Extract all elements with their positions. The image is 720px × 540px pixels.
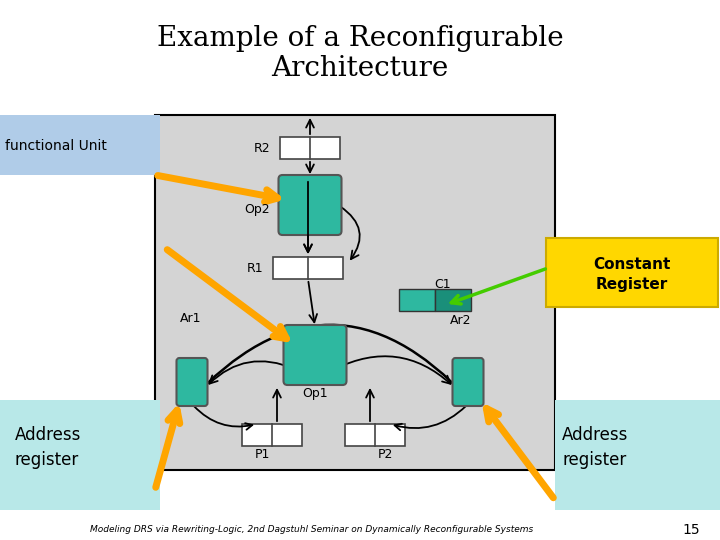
- Text: Address: Address: [562, 426, 629, 444]
- Text: functional Unit: functional Unit: [5, 139, 107, 153]
- Text: Architecture: Architecture: [271, 55, 449, 82]
- Bar: [0, 400, 160, 510]
- FancyBboxPatch shape: [284, 325, 346, 385]
- Bar: [399, 289, 435, 311]
- Text: Ar1: Ar1: [180, 312, 202, 325]
- Text: Op1: Op1: [302, 387, 328, 400]
- FancyBboxPatch shape: [279, 175, 341, 235]
- FancyArrowPatch shape: [336, 356, 451, 384]
- Text: Constant: Constant: [593, 257, 671, 272]
- Text: C1: C1: [435, 279, 451, 292]
- FancyArrowPatch shape: [210, 361, 294, 383]
- Text: Address: Address: [15, 426, 81, 444]
- Text: Op2: Op2: [244, 204, 270, 217]
- FancyArrowPatch shape: [189, 325, 469, 402]
- Text: register: register: [562, 451, 626, 469]
- FancyArrowPatch shape: [341, 206, 360, 259]
- Bar: [0, 115, 160, 175]
- Text: 15: 15: [683, 523, 700, 537]
- Text: Register: Register: [596, 276, 668, 292]
- Bar: [242, 424, 302, 446]
- FancyBboxPatch shape: [176, 358, 207, 406]
- Text: P1: P1: [254, 449, 270, 462]
- FancyBboxPatch shape: [452, 358, 484, 406]
- Text: register: register: [15, 451, 79, 469]
- Text: Example of a Reconfigurable: Example of a Reconfigurable: [157, 24, 563, 51]
- Text: R2: R2: [253, 141, 270, 154]
- FancyBboxPatch shape: [546, 238, 718, 307]
- Bar: [155, 115, 555, 470]
- Text: R1: R1: [246, 261, 263, 274]
- Bar: [555, 400, 720, 510]
- Bar: [280, 137, 340, 159]
- Text: P2: P2: [377, 449, 392, 462]
- FancyArrowPatch shape: [194, 406, 252, 430]
- Bar: [345, 424, 405, 446]
- Text: Modeling DRS via Rewriting-Logic, 2nd Dagstuhl Seminar on Dynamically Reconfigur: Modeling DRS via Rewriting-Logic, 2nd Da…: [90, 525, 534, 535]
- Text: Ar2: Ar2: [450, 314, 472, 327]
- FancyArrowPatch shape: [395, 406, 466, 430]
- Bar: [435, 289, 471, 311]
- Bar: [273, 257, 343, 279]
